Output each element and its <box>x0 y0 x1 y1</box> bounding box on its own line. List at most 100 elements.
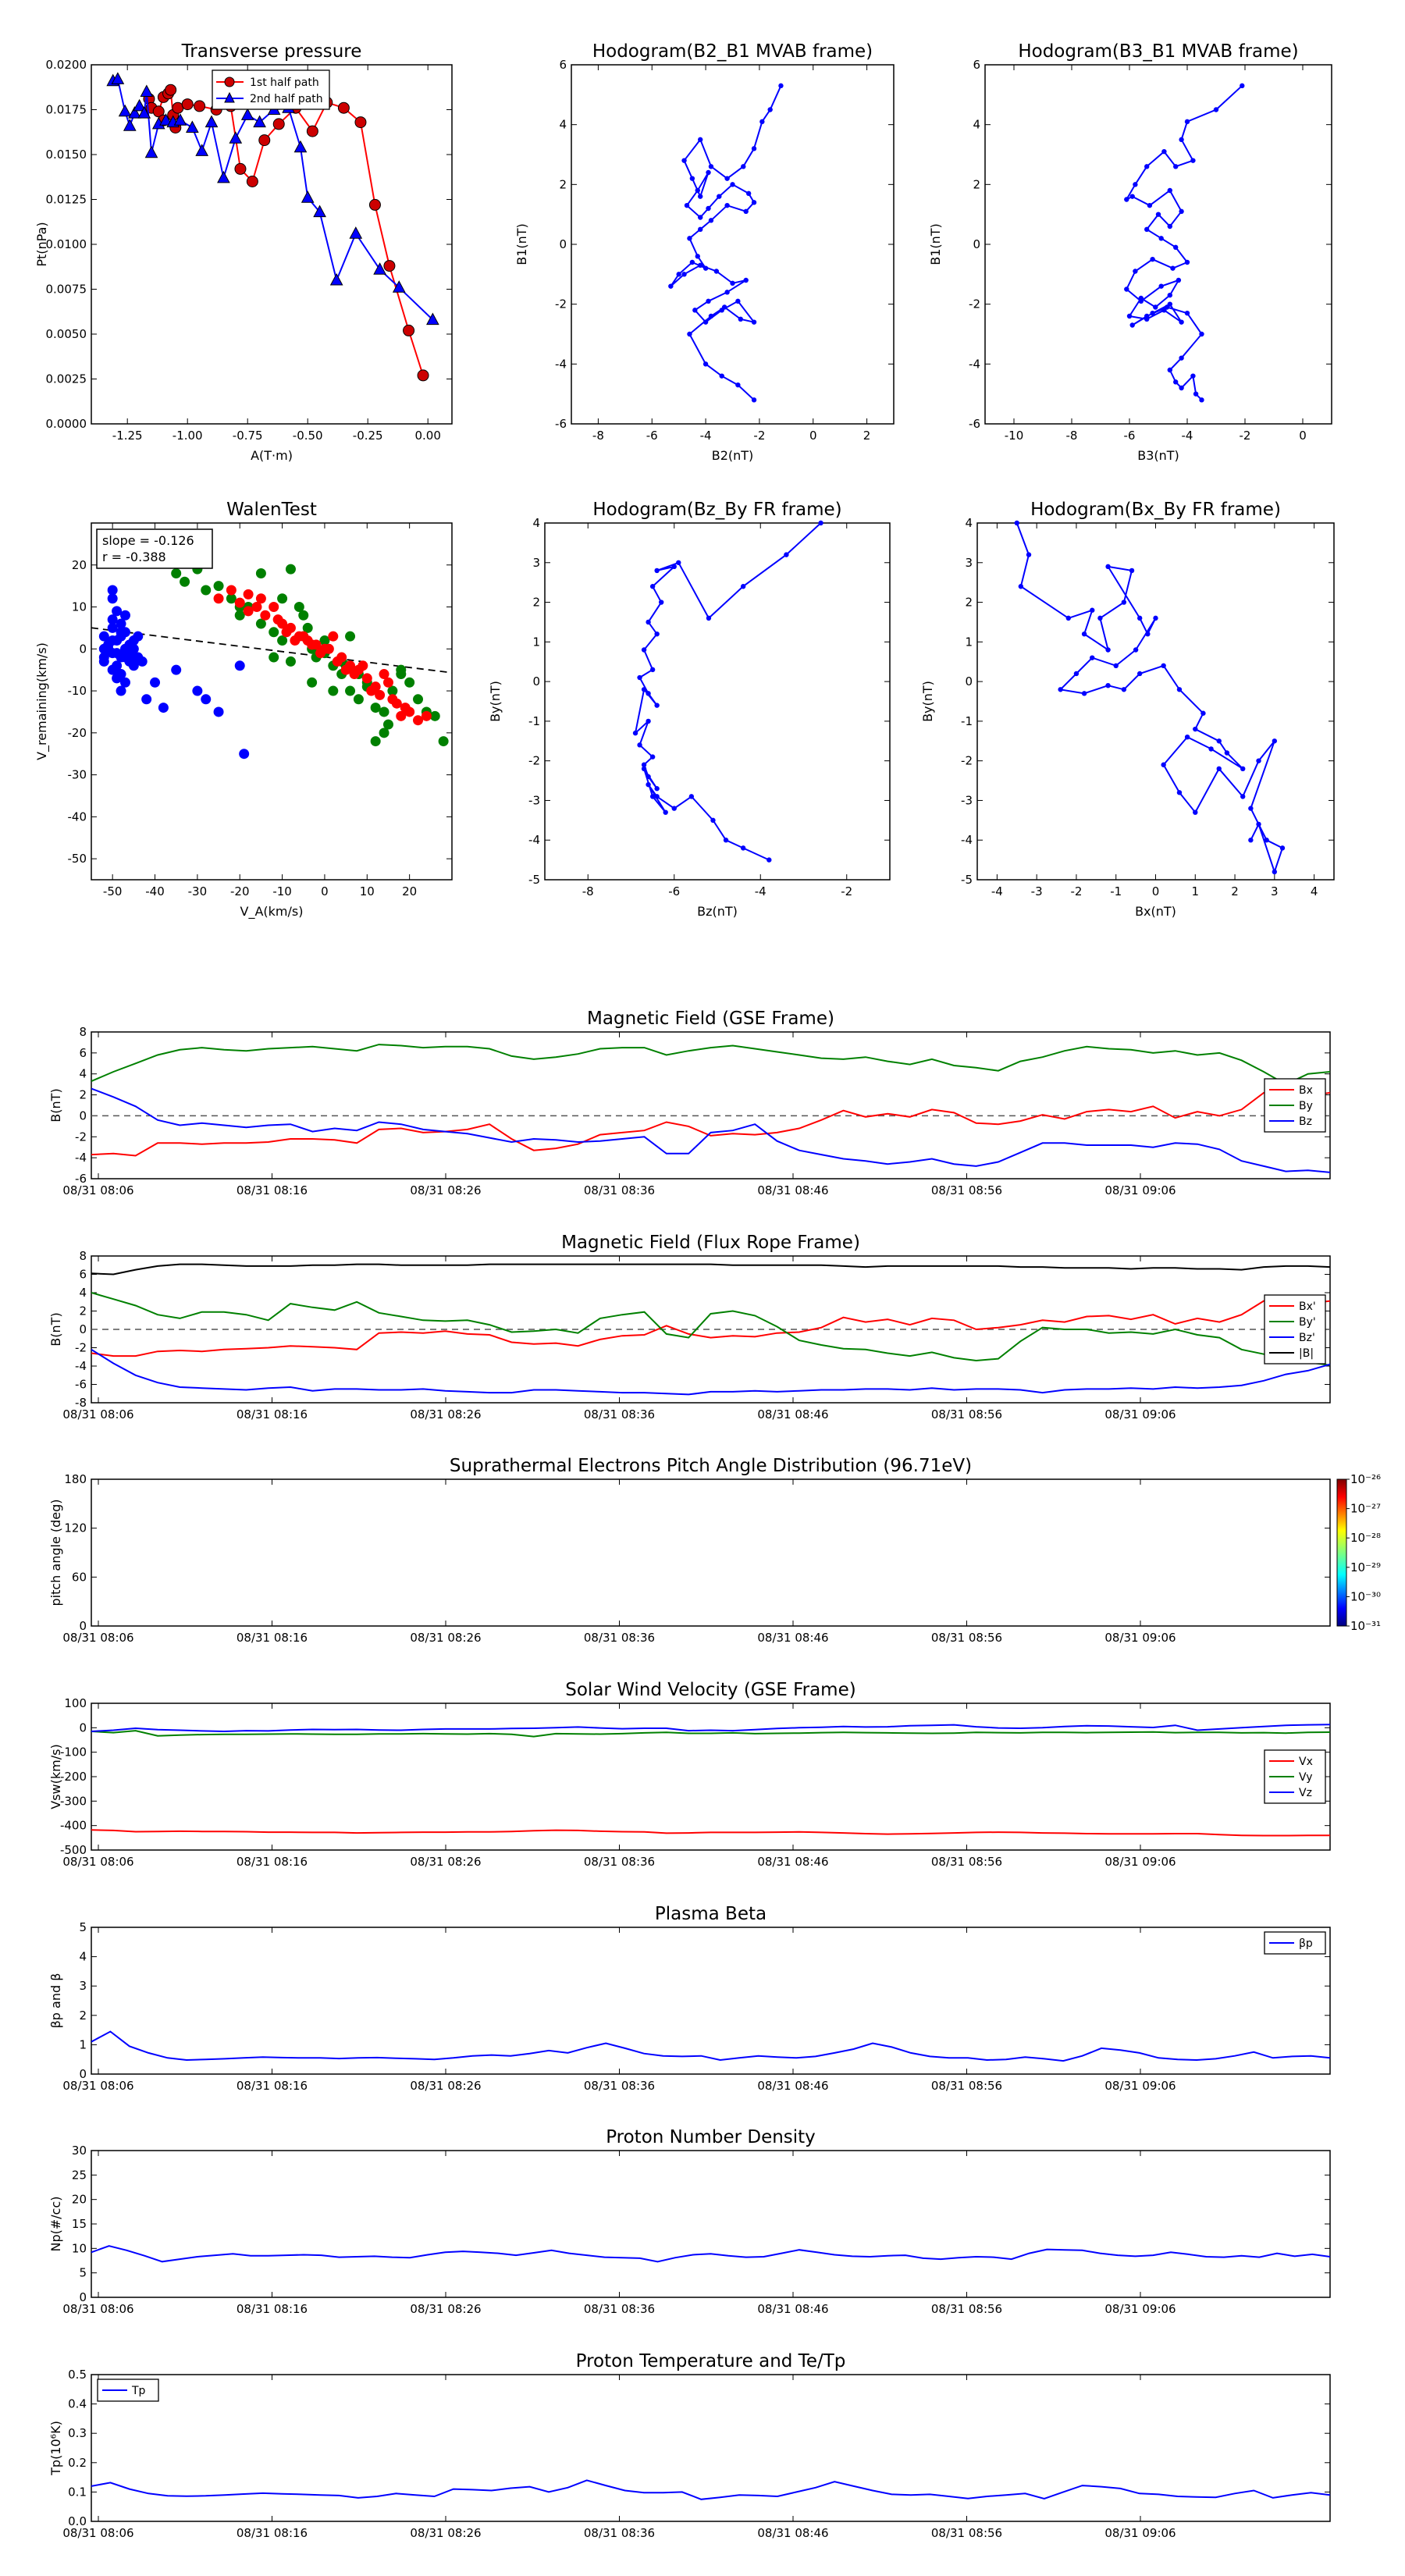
point-marker-dot <box>1213 107 1219 112</box>
x-tick-label: -2 <box>753 429 765 443</box>
point-marker-triangle <box>229 131 243 144</box>
time-tick-label: 08/31 08:26 <box>410 2079 481 2093</box>
time-tick-label: 08/31 08:26 <box>410 1183 481 1197</box>
y-tick-label: -4 <box>75 1359 87 1373</box>
y-tick-label: 0.1 <box>68 2485 87 2499</box>
time-tick-label: 08/31 08:36 <box>584 2079 655 2093</box>
point-marker-circle <box>337 101 350 114</box>
point-marker-dot <box>702 319 709 325</box>
point-marker-dot <box>1097 615 1103 621</box>
scatter-point-green <box>370 736 381 747</box>
point-marker-dot <box>641 762 647 767</box>
y-tick-label: -6 <box>75 1378 87 1392</box>
point-marker-circle <box>181 98 194 111</box>
time-tick-label: 08/31 08:46 <box>757 2302 828 2316</box>
scatter-point-green <box>269 627 279 638</box>
point-marker-dot <box>676 560 681 565</box>
legend-label: By <box>1299 1100 1313 1112</box>
y-tick-label: 2 <box>79 1304 87 1318</box>
y-tick-label: 0.0000 <box>46 417 87 431</box>
scatter-point-red <box>340 664 351 675</box>
time-tick-label: 08/31 08:06 <box>62 1631 133 1645</box>
time-tick-label: 08/31 09:06 <box>1104 2526 1176 2540</box>
x-tick-label: 0 <box>321 884 329 898</box>
point-marker-dot <box>735 298 741 304</box>
scatter-point-green <box>379 728 389 738</box>
legend-label: 2nd half path <box>250 93 323 105</box>
scatter-point-green <box>298 610 309 621</box>
y-tick-label: 0 <box>79 1322 87 1336</box>
y-tick-label: 6 <box>973 58 980 72</box>
y-tick-label: 2 <box>965 596 973 610</box>
scatter-point-red <box>234 597 245 608</box>
point-marker-dot <box>708 218 714 223</box>
y-tick-label: -2 <box>75 1341 87 1355</box>
point-marker-dot <box>641 687 647 692</box>
y-tick-label: 10 <box>72 2241 87 2255</box>
point-marker-circle <box>165 84 177 96</box>
time-tick-label: 08/31 09:06 <box>1104 1407 1176 1421</box>
x-tick-label: -6 <box>1124 429 1136 443</box>
point-marker-dot <box>646 781 651 788</box>
scatter-point-blue <box>141 694 152 705</box>
colorbar-label: 10⁻²⁷ <box>1350 1502 1381 1516</box>
time-tick-label: 08/31 08:36 <box>584 1183 655 1197</box>
scatter-point-green <box>285 564 296 575</box>
x-tick-label: -6 <box>668 884 680 898</box>
point-marker-dot <box>1144 313 1150 319</box>
point-marker-circle <box>403 324 415 336</box>
scatter-point-blue <box>107 635 118 646</box>
point-marker-dot <box>687 236 692 241</box>
scatter-point-red <box>260 610 271 621</box>
y-tick-label: -400 <box>60 1819 87 1833</box>
point-marker-dot <box>1144 226 1150 233</box>
point-marker-triangle <box>111 72 125 84</box>
scatter-point-blue <box>112 660 123 671</box>
time-tick-label: 08/31 08:46 <box>757 1631 828 1645</box>
point-marker-dot <box>702 361 709 367</box>
y-tick-label: 3 <box>965 556 973 570</box>
y-tick-label: 180 <box>64 1472 87 1486</box>
point-marker-triangle <box>426 312 439 326</box>
legend-label: βp <box>1299 1937 1313 1950</box>
point-marker-triangle <box>123 119 137 131</box>
point-marker-dot <box>759 119 765 125</box>
scatter-point-blue <box>137 656 148 667</box>
y-tick-label: -6 <box>555 417 567 431</box>
series-line-βp <box>91 2030 1330 2062</box>
y-tick-label: 0 <box>79 2067 87 2081</box>
scatter-point-blue <box>158 703 169 713</box>
point-marker-dot <box>743 208 749 215</box>
y-tick-label: 0.0150 <box>46 148 87 162</box>
x-tick-label: -4 <box>991 884 1003 898</box>
scatter-point-red <box>349 669 360 680</box>
point-marker-dot <box>1199 397 1204 403</box>
time-tick-label: 08/31 08:06 <box>62 1407 133 1421</box>
annotation-box: slope = -0.126 r = -0.388 <box>96 528 213 569</box>
y-tick-label: 60 <box>72 1570 87 1584</box>
chart-title: Magnetic Field (Flux Rope Frame) <box>561 1233 860 1253</box>
time-tick-label: 08/31 08:16 <box>237 2302 308 2316</box>
series-line-Bx <box>91 1091 1330 1157</box>
point-marker-dot <box>1144 164 1150 169</box>
x-tick-label: -20 <box>230 884 250 898</box>
scatter-point-green <box>396 669 407 680</box>
scatter-point-blue <box>107 614 118 625</box>
legend-label: |B| <box>1299 1347 1314 1360</box>
x-tick-label: -4 <box>1182 429 1193 443</box>
y-tick-label: 2 <box>79 1088 87 1102</box>
point-marker-dot <box>1105 647 1111 653</box>
legend-label: Tp <box>131 2385 146 2397</box>
chart-title: Proton Number Density <box>606 2127 816 2147</box>
x-tick-label: -10 <box>1005 429 1024 443</box>
point-marker-dot <box>671 806 677 811</box>
legend-label: Bx' <box>1299 1300 1316 1313</box>
point-marker-circle <box>417 369 429 382</box>
colorbar <box>1336 1478 1347 1627</box>
x-axis-label: Bx(nT) <box>1135 904 1176 919</box>
point-marker-dot <box>1138 295 1144 301</box>
scatter-point-red <box>290 635 301 646</box>
point-marker-dot <box>1133 269 1138 274</box>
scatter-point-blue <box>119 610 130 621</box>
plot-frame <box>91 64 453 425</box>
